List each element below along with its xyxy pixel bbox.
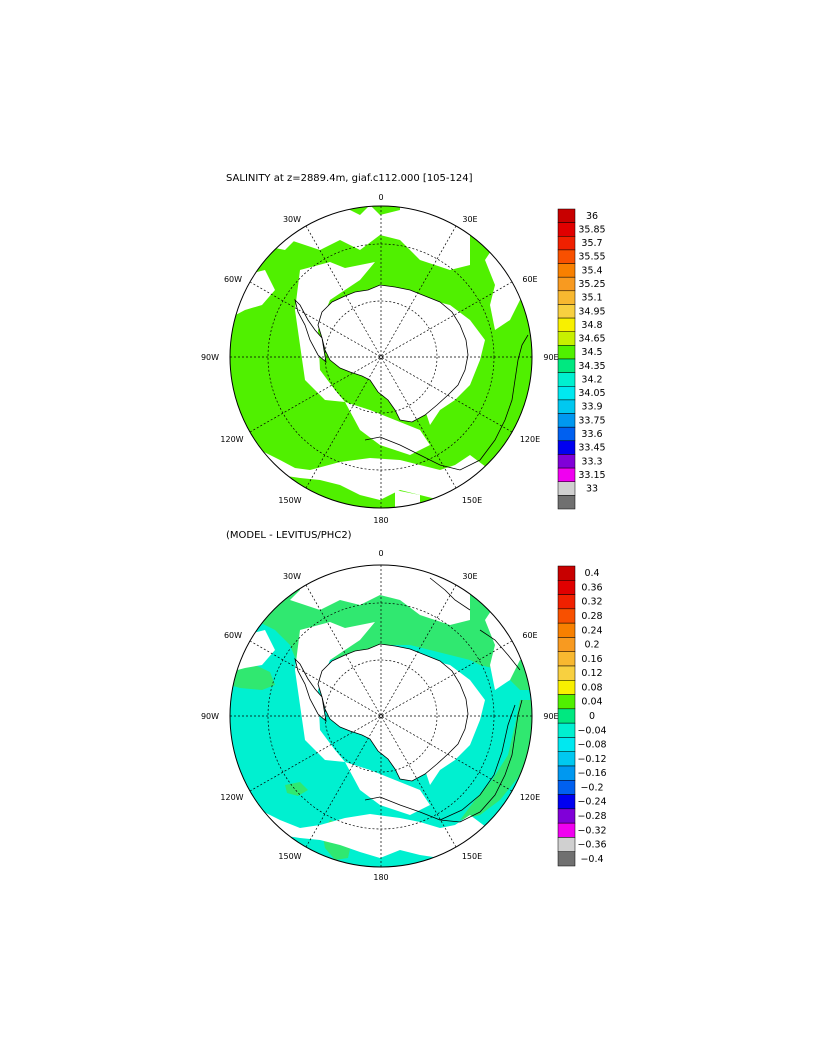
masked-region: [345, 402, 430, 455]
masked-region: [425, 300, 485, 425]
lon-label-60w: 60W: [224, 275, 242, 284]
masked-region: [395, 490, 420, 508]
colorbar-tick-label: 33.3: [581, 456, 602, 467]
colorbar-swatch: [557, 208, 576, 223]
colorbar-swatch: [557, 495, 576, 510]
lon-label-180: 180: [373, 516, 388, 525]
colorbar-swatch: [557, 426, 576, 442]
colorbar-swatch: [557, 481, 576, 496]
colorbar-swatch: [557, 386, 576, 401]
colorbar-swatch: [557, 454, 576, 469]
graticule: [230, 206, 532, 508]
colorbar-tick-label: 34.05: [578, 388, 605, 399]
colorbar-tick-label: 34.5: [581, 347, 602, 358]
colorbar-tick-label: 36: [586, 211, 598, 222]
colorbar-tick-label: 33.75: [578, 415, 605, 426]
colorbar-swatch: [557, 467, 576, 482]
contour-line: [364, 334, 529, 471]
lon-label-150w: 150W: [278, 496, 301, 505]
colorbar-swatch: [557, 236, 576, 251]
colorbar-swatch: [557, 440, 576, 455]
masked-region: [230, 206, 470, 270]
lon-label-60e: 60E: [522, 275, 537, 284]
colorbar-tick-label: 33.6: [581, 429, 602, 440]
colorbar-swatch: [557, 304, 576, 319]
lon-labels: 0 180 90W 90E 30W 30E 60W 60E 120W 120E …: [201, 193, 559, 525]
panel1-title: SALINITY at z=2889.4m, giaf.c112.000 [10…: [226, 173, 473, 184]
colorbar-tick-label: 35.1: [581, 293, 602, 304]
lon-label-0: 0: [378, 193, 383, 202]
lon-label-30w: 30W: [283, 215, 301, 224]
colorbar-swatch: [557, 317, 576, 332]
lon-label-120e: 120E: [520, 435, 540, 444]
colorbar-swatch: [557, 372, 576, 387]
colorbar-tick-label: 34.65: [578, 334, 605, 345]
colorbar-tick-label: 33.9: [581, 402, 602, 413]
lon-label-30e: 30E: [462, 215, 477, 224]
colorbar-tick-label: 35.7: [581, 238, 602, 249]
lon-label-90e: 90E: [543, 353, 558, 362]
colorbar-tick-label: 34.2: [581, 374, 602, 385]
colorbar-swatch: [557, 358, 576, 373]
colorbar-tick-label: 33: [586, 484, 598, 495]
masked-region: [230, 445, 500, 508]
colorbar-salinity: 36 35.85 35.7 35.55 35.4 35.25 35.1 34.95 34.8 34…: [557, 208, 606, 510]
colorbar-tick-label: 33.15: [578, 470, 605, 481]
masked-region: [230, 206, 300, 250]
colorbar-swatch: [557, 263, 576, 278]
colorbar-swatch: [557, 399, 576, 414]
antarctica-landmass: [317, 284, 469, 423]
colorbar-tick-label: 35.55: [578, 252, 605, 263]
panel2-title: (MODEL - LEVITUS/PHC2): [226, 530, 352, 541]
colorbar-tick-label: 33.45: [578, 443, 605, 454]
lon-label-90w: 90W: [201, 353, 219, 362]
colorbar-swatch: [557, 290, 576, 305]
map-field: [230, 206, 532, 508]
colorbar-tick-label: 34.8: [581, 320, 602, 331]
map-border: [229, 205, 533, 509]
colorbar-swatch: [557, 331, 576, 346]
masked-region: [295, 262, 375, 402]
antarctic-peninsula: [294, 298, 327, 364]
colorbar-tick-label: 34.95: [578, 306, 605, 317]
colorbar-swatch: [557, 249, 576, 264]
colorbar-tick-label: 35.25: [578, 279, 605, 290]
lon-label-150e: 150E: [462, 496, 482, 505]
colorbar-tick-label: 34.35: [578, 361, 605, 372]
colorbar-swatch: [557, 222, 576, 237]
colorbar-swatch: [557, 276, 576, 292]
lon-label-120w: 120W: [220, 435, 243, 444]
colorbar-tick-label: 35.4: [581, 265, 602, 276]
colorbar-swatch: [557, 413, 576, 428]
colorbar-swatch: [557, 345, 576, 360]
colorbar-tick-label: 35.85: [578, 224, 605, 235]
